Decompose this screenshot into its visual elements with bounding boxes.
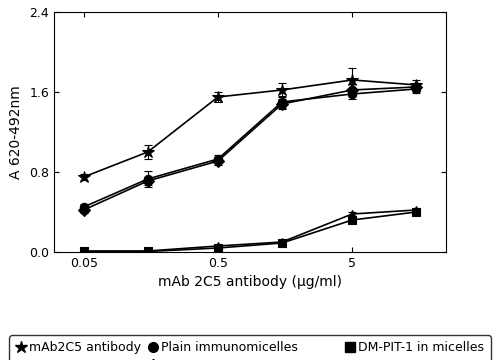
Y-axis label: A 620-492nm: A 620-492nm: [10, 85, 24, 179]
X-axis label: mAb 2C5 antibody (μg/ml): mAb 2C5 antibody (μg/ml): [158, 275, 342, 289]
Legend: mAb2C5 antibody, Plain micelles, Plain immunomicelles, DM-PIT-1 in immunomicelle: mAb2C5 antibody, Plain micelles, Plain i…: [10, 335, 490, 360]
